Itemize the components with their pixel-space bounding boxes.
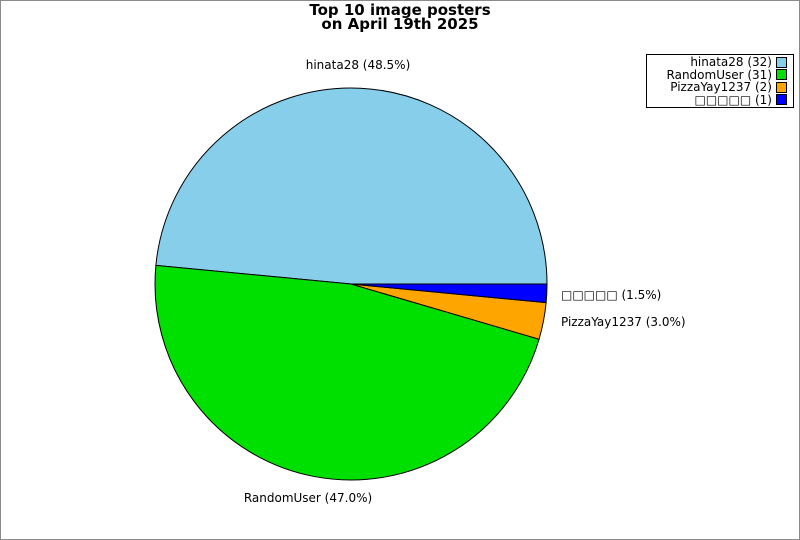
legend-label: RandomUser (31): [666, 67, 772, 82]
pie-label-randomuser: RandomUser (47.0%): [243, 491, 373, 505]
pie-label-hinata28: hinata28 (48.5%): [305, 58, 411, 72]
legend-swatch-orange: [776, 81, 787, 93]
pie-label-tofu: □□□□□ (1.5%): [561, 288, 662, 302]
legend-item-pizzayay1237: PizzaYay1237 (2): [649, 81, 787, 93]
legend-item-tofu: □□□□□ (1): [649, 94, 787, 106]
legend-swatch-blue: [776, 94, 787, 106]
pie-label-pizzayay1237: PizzaYay1237 (3.0%): [561, 315, 686, 329]
legend-label: □□□□□ (1): [694, 92, 772, 107]
legend-item-randomuser: RandomUser (31): [649, 69, 787, 81]
legend-swatch-green: [776, 69, 787, 81]
pie-slice-0: [155, 87, 548, 285]
chart-title: Top 10 image posters on April 19th 2025: [1, 1, 799, 33]
chart-title-line2: on April 19th 2025: [321, 15, 479, 33]
legend: hinata28 (32) RandomUser (31) PizzaYay12…: [646, 54, 794, 108]
pie-slice-3: [350, 283, 548, 304]
legend-label: hinata28 (32): [690, 55, 772, 70]
pie-slice-1: [154, 264, 540, 481]
legend-label: PizzaYay1237 (2): [670, 80, 772, 95]
legend-item-hinata28: hinata28 (32): [649, 56, 787, 68]
legend-swatch-skyblue: [776, 56, 787, 68]
chart-title-line1: Top 10 image posters: [309, 1, 491, 19]
